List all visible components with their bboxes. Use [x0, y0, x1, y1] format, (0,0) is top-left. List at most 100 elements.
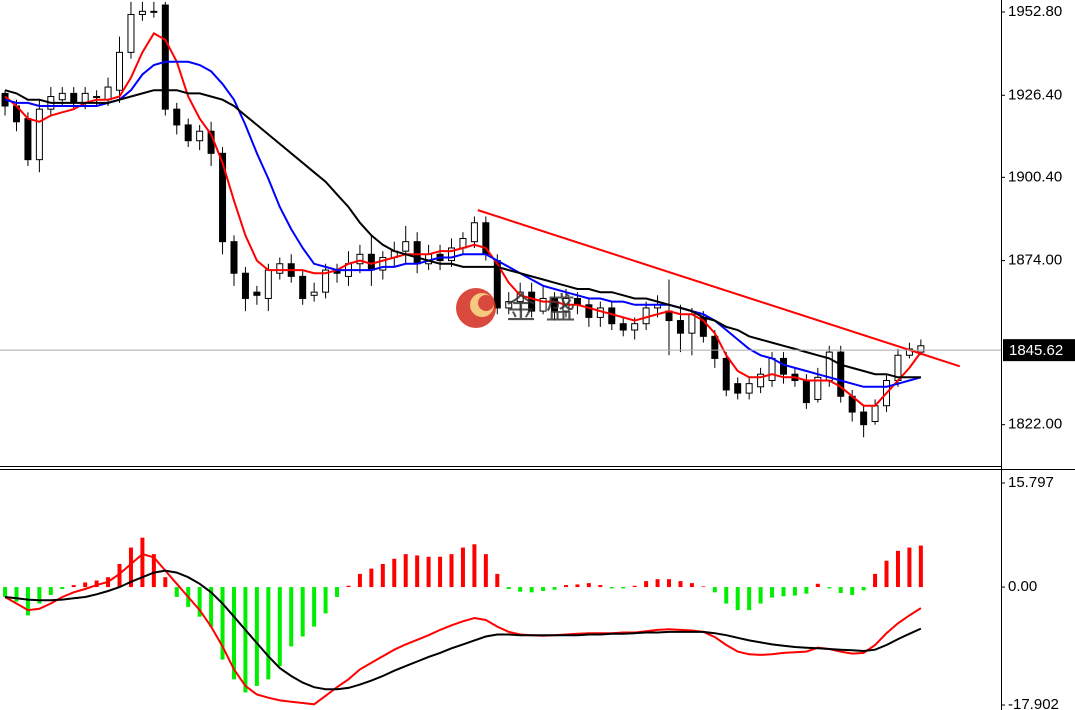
candle-body: [379, 256, 387, 271]
histogram-bar: [552, 587, 557, 590]
candle-body: [93, 96, 101, 99]
histogram-bar: [415, 555, 420, 588]
histogram-bar: [426, 556, 431, 588]
histogram-bar: [380, 564, 385, 588]
candle-body: [58, 92, 66, 101]
histogram-bar: [289, 587, 294, 647]
y-tick-label: 15.797: [1008, 474, 1054, 491]
histogram-bar: [128, 547, 133, 588]
histogram-bar: [438, 556, 443, 588]
candle-body: [802, 379, 810, 404]
histogram-bar: [312, 587, 317, 627]
candle-body: [402, 241, 410, 252]
histogram-bar: [48, 587, 53, 595]
candle-body: [734, 383, 742, 394]
candle-body: [448, 247, 456, 262]
histogram-bar: [209, 587, 214, 627]
y-tick-label: 1822.00: [1008, 416, 1062, 433]
histogram-bar: [266, 587, 271, 680]
ma-line: [4, 60, 922, 388]
histogram-bar: [678, 581, 683, 588]
histogram-bar: [346, 585, 351, 588]
histogram-bar: [197, 587, 202, 617]
y-tick-label: -17.902: [1008, 696, 1059, 710]
histogram-bar: [575, 584, 580, 588]
current-price-label: 1845.62: [1009, 342, 1063, 359]
candle-body: [322, 269, 330, 293]
y-tick-label: 1874.00: [1008, 252, 1062, 269]
histogram-bar: [770, 587, 775, 598]
histogram-bar: [231, 587, 236, 680]
histogram-bar: [563, 585, 568, 588]
candle-body: [310, 291, 318, 296]
histogram-bar: [163, 577, 168, 588]
histogram-bar: [460, 547, 465, 588]
histogram-bar: [174, 587, 179, 597]
histogram-bar: [506, 587, 511, 590]
candle-body: [219, 152, 227, 243]
candle-body: [161, 4, 169, 110]
logo: [478, 295, 494, 311]
histogram-bar: [792, 587, 797, 596]
candle-body: [150, 10, 158, 13]
histogram-bar: [151, 554, 156, 588]
candle-body: [676, 320, 684, 334]
histogram-bar: [689, 583, 694, 588]
histogram-bar: [541, 587, 546, 592]
candle-body: [722, 357, 730, 391]
candle-body: [299, 275, 307, 299]
candle-body: [356, 253, 364, 265]
histogram-bar: [747, 587, 752, 611]
candle-body: [860, 411, 868, 426]
histogram-bar: [277, 587, 282, 667]
histogram-bar: [632, 585, 637, 588]
histogram-bar: [644, 581, 649, 588]
candle-body: [871, 405, 879, 423]
histogram-bar: [655, 579, 660, 588]
candle-body: [230, 241, 238, 274]
candle-body: [127, 14, 135, 53]
histogram-bar: [701, 586, 706, 588]
y-tick-label: 1926.40: [1008, 86, 1062, 103]
candle-body: [470, 222, 478, 243]
watermark: 金 盛: [456, 288, 576, 328]
candle-body: [814, 376, 822, 400]
histogram-bar: [518, 587, 523, 592]
candle-body: [539, 297, 547, 312]
candle-body: [70, 92, 78, 104]
macd-line: [4, 569, 922, 691]
histogram-bar: [495, 573, 500, 588]
candle-body: [768, 357, 776, 381]
histogram-bar: [815, 583, 820, 588]
candle-body: [585, 304, 593, 318]
histogram-bar: [14, 587, 19, 602]
ma-line: [4, 89, 921, 379]
candle-body: [241, 272, 249, 299]
y-tick-label: 0.00: [1008, 578, 1037, 595]
histogram-bar: [907, 547, 912, 588]
histogram-bar: [895, 550, 900, 588]
histogram-bar: [94, 580, 99, 588]
candle-body: [631, 323, 639, 331]
histogram-bar: [71, 585, 76, 588]
candle-body: [184, 124, 192, 142]
candle-body: [619, 323, 627, 331]
histogram-bar: [323, 587, 328, 614]
histogram-bar: [712, 587, 717, 593]
histogram-bar: [392, 558, 397, 588]
histogram-bar: [758, 587, 763, 604]
histogram-bar: [37, 587, 42, 604]
candle-body: [264, 269, 272, 299]
histogram-bar: [25, 587, 30, 616]
candle-body: [24, 118, 32, 161]
histogram-bar: [357, 573, 362, 588]
candle-body: [116, 51, 124, 91]
histogram-bar: [838, 587, 843, 593]
histogram-bar: [369, 568, 374, 588]
histogram-bar: [724, 587, 729, 604]
histogram-bar: [117, 564, 122, 588]
candle-body: [138, 10, 146, 16]
histogram-bar: [403, 554, 408, 588]
